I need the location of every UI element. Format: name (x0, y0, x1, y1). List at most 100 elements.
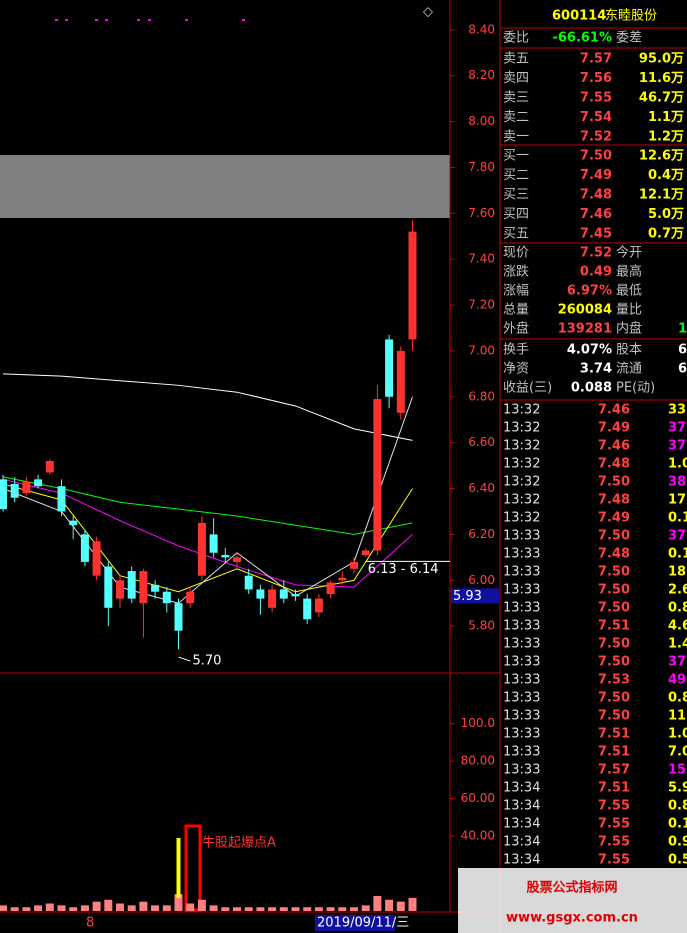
book-label: 卖一 (503, 130, 529, 145)
trade-price: 7.48 (598, 547, 630, 562)
book-price: 7.50 (580, 149, 612, 164)
volume-bar (209, 905, 218, 911)
book-label: 买五 (503, 227, 529, 242)
trade-time: 13:34 (503, 853, 540, 868)
candle-body (244, 575, 253, 590)
candle-body (10, 483, 19, 498)
top-markers (55, 19, 245, 21)
moving-average (2, 476, 413, 535)
quote-value: 7.52 (580, 246, 612, 261)
book-price: 7.46 (580, 207, 612, 222)
book-volume: 0.7万 (648, 227, 684, 242)
trade-time: 13:32 (503, 493, 540, 508)
y-tick-label: 60.00 (461, 791, 495, 805)
candle-body (408, 231, 417, 340)
volume-bar (186, 903, 195, 911)
x-label: 8 (86, 916, 94, 931)
quote-label: 最高 (616, 264, 642, 280)
trade-price: 7.50 (598, 637, 630, 652)
candle-body (139, 571, 148, 604)
y-tick-label: 8.20 (468, 68, 495, 82)
volume-bar (92, 901, 101, 911)
candle-body (303, 598, 312, 620)
trade-price: 7.51 (598, 727, 630, 742)
book-price: 7.48 (580, 188, 612, 203)
trade-price: 7.50 (598, 529, 630, 544)
trade-time: 13:32 (503, 475, 540, 490)
quote-label: 现价 (503, 246, 529, 261)
volume-bar (22, 907, 31, 911)
value: -66.61% (552, 31, 612, 46)
volume-bar (244, 907, 253, 911)
book-volume: 12.6万 (639, 149, 684, 164)
y-tick-label: 8.40 (468, 22, 495, 36)
trade-volume: 38.0 (668, 475, 687, 490)
quote-label: 流通 (616, 362, 642, 377)
quote-value: 3.74 (580, 362, 612, 377)
trade-price: 7.46 (598, 439, 630, 454)
trade-volume: 33.5 (668, 403, 687, 418)
candle-body (338, 577, 347, 581)
candle-body (174, 603, 183, 631)
trade-time: 13:33 (503, 547, 540, 562)
candle-body (385, 339, 394, 397)
quote-value: 6 (678, 362, 687, 377)
candle-body (92, 541, 101, 576)
watermark-url: www.gsgx.com.cn (506, 911, 638, 926)
volume-bar (291, 907, 300, 911)
candle-body (127, 571, 136, 599)
icon[interactable]: ◇ (423, 5, 433, 20)
quote-label: 涨幅 (503, 284, 529, 299)
book-volume: 46.7万 (639, 91, 684, 106)
price-tag-label: 5.93 (453, 589, 482, 604)
volume-bar (233, 907, 241, 911)
trade-volume: 17.1 (668, 493, 687, 508)
volume-bar (361, 905, 370, 911)
volume-bar (314, 907, 323, 911)
trade-volume: 0.8 (668, 799, 687, 814)
trade-price: 7.55 (598, 853, 630, 868)
trade-price: 7.48 (598, 493, 630, 508)
candle-body (209, 534, 218, 553)
book-label: 买四 (503, 207, 529, 222)
trade-price: 7.55 (598, 817, 630, 832)
trade-time: 13:33 (503, 529, 540, 544)
moving-average (2, 373, 413, 441)
signal-bar (176, 838, 181, 898)
trade-time: 13:32 (503, 421, 540, 436)
trade-price: 7.50 (598, 709, 630, 724)
book-volume: 1.1万 (648, 110, 684, 125)
trade-volume: 37.5 (668, 529, 687, 544)
trade-time: 13:34 (503, 817, 540, 832)
book-volume: 12.1万 (639, 188, 684, 203)
annotation: 5.70 (193, 654, 222, 669)
quote-label: 最低 (616, 284, 642, 299)
y-tick-label: 6.60 (468, 435, 495, 449)
trade-price: 7.57 (598, 763, 630, 778)
book-volume: 5.0万 (648, 207, 684, 222)
y-tick-label: 80.00 (461, 754, 495, 768)
trade-price: 7.50 (598, 691, 630, 706)
volume-bar (116, 903, 124, 911)
trade-price: 7.51 (598, 745, 630, 760)
trade-time: 13:33 (503, 583, 540, 598)
trade-volume: 5.9 (668, 781, 687, 796)
y-tick-label: 7.60 (468, 206, 495, 220)
quote-value: 6.97% (567, 284, 612, 299)
stock-name: 东睦股份 (605, 8, 657, 24)
trade-time: 13:33 (503, 709, 540, 724)
trade-price: 7.46 (598, 403, 630, 418)
volume-bar (127, 905, 136, 911)
candle-body (279, 589, 288, 599)
candle-body (233, 557, 241, 562)
y-tick-label: 40.00 (461, 829, 495, 843)
trade-volume: 11.9 (668, 709, 687, 724)
book-label: 卖五 (503, 52, 529, 67)
volume-bar (139, 901, 148, 911)
moving-average (2, 483, 413, 593)
trade-time: 13:33 (503, 655, 540, 670)
candle-body (373, 399, 382, 551)
trade-price: 7.55 (598, 835, 630, 850)
volume-bar (303, 907, 312, 911)
volume-bar (279, 907, 288, 911)
